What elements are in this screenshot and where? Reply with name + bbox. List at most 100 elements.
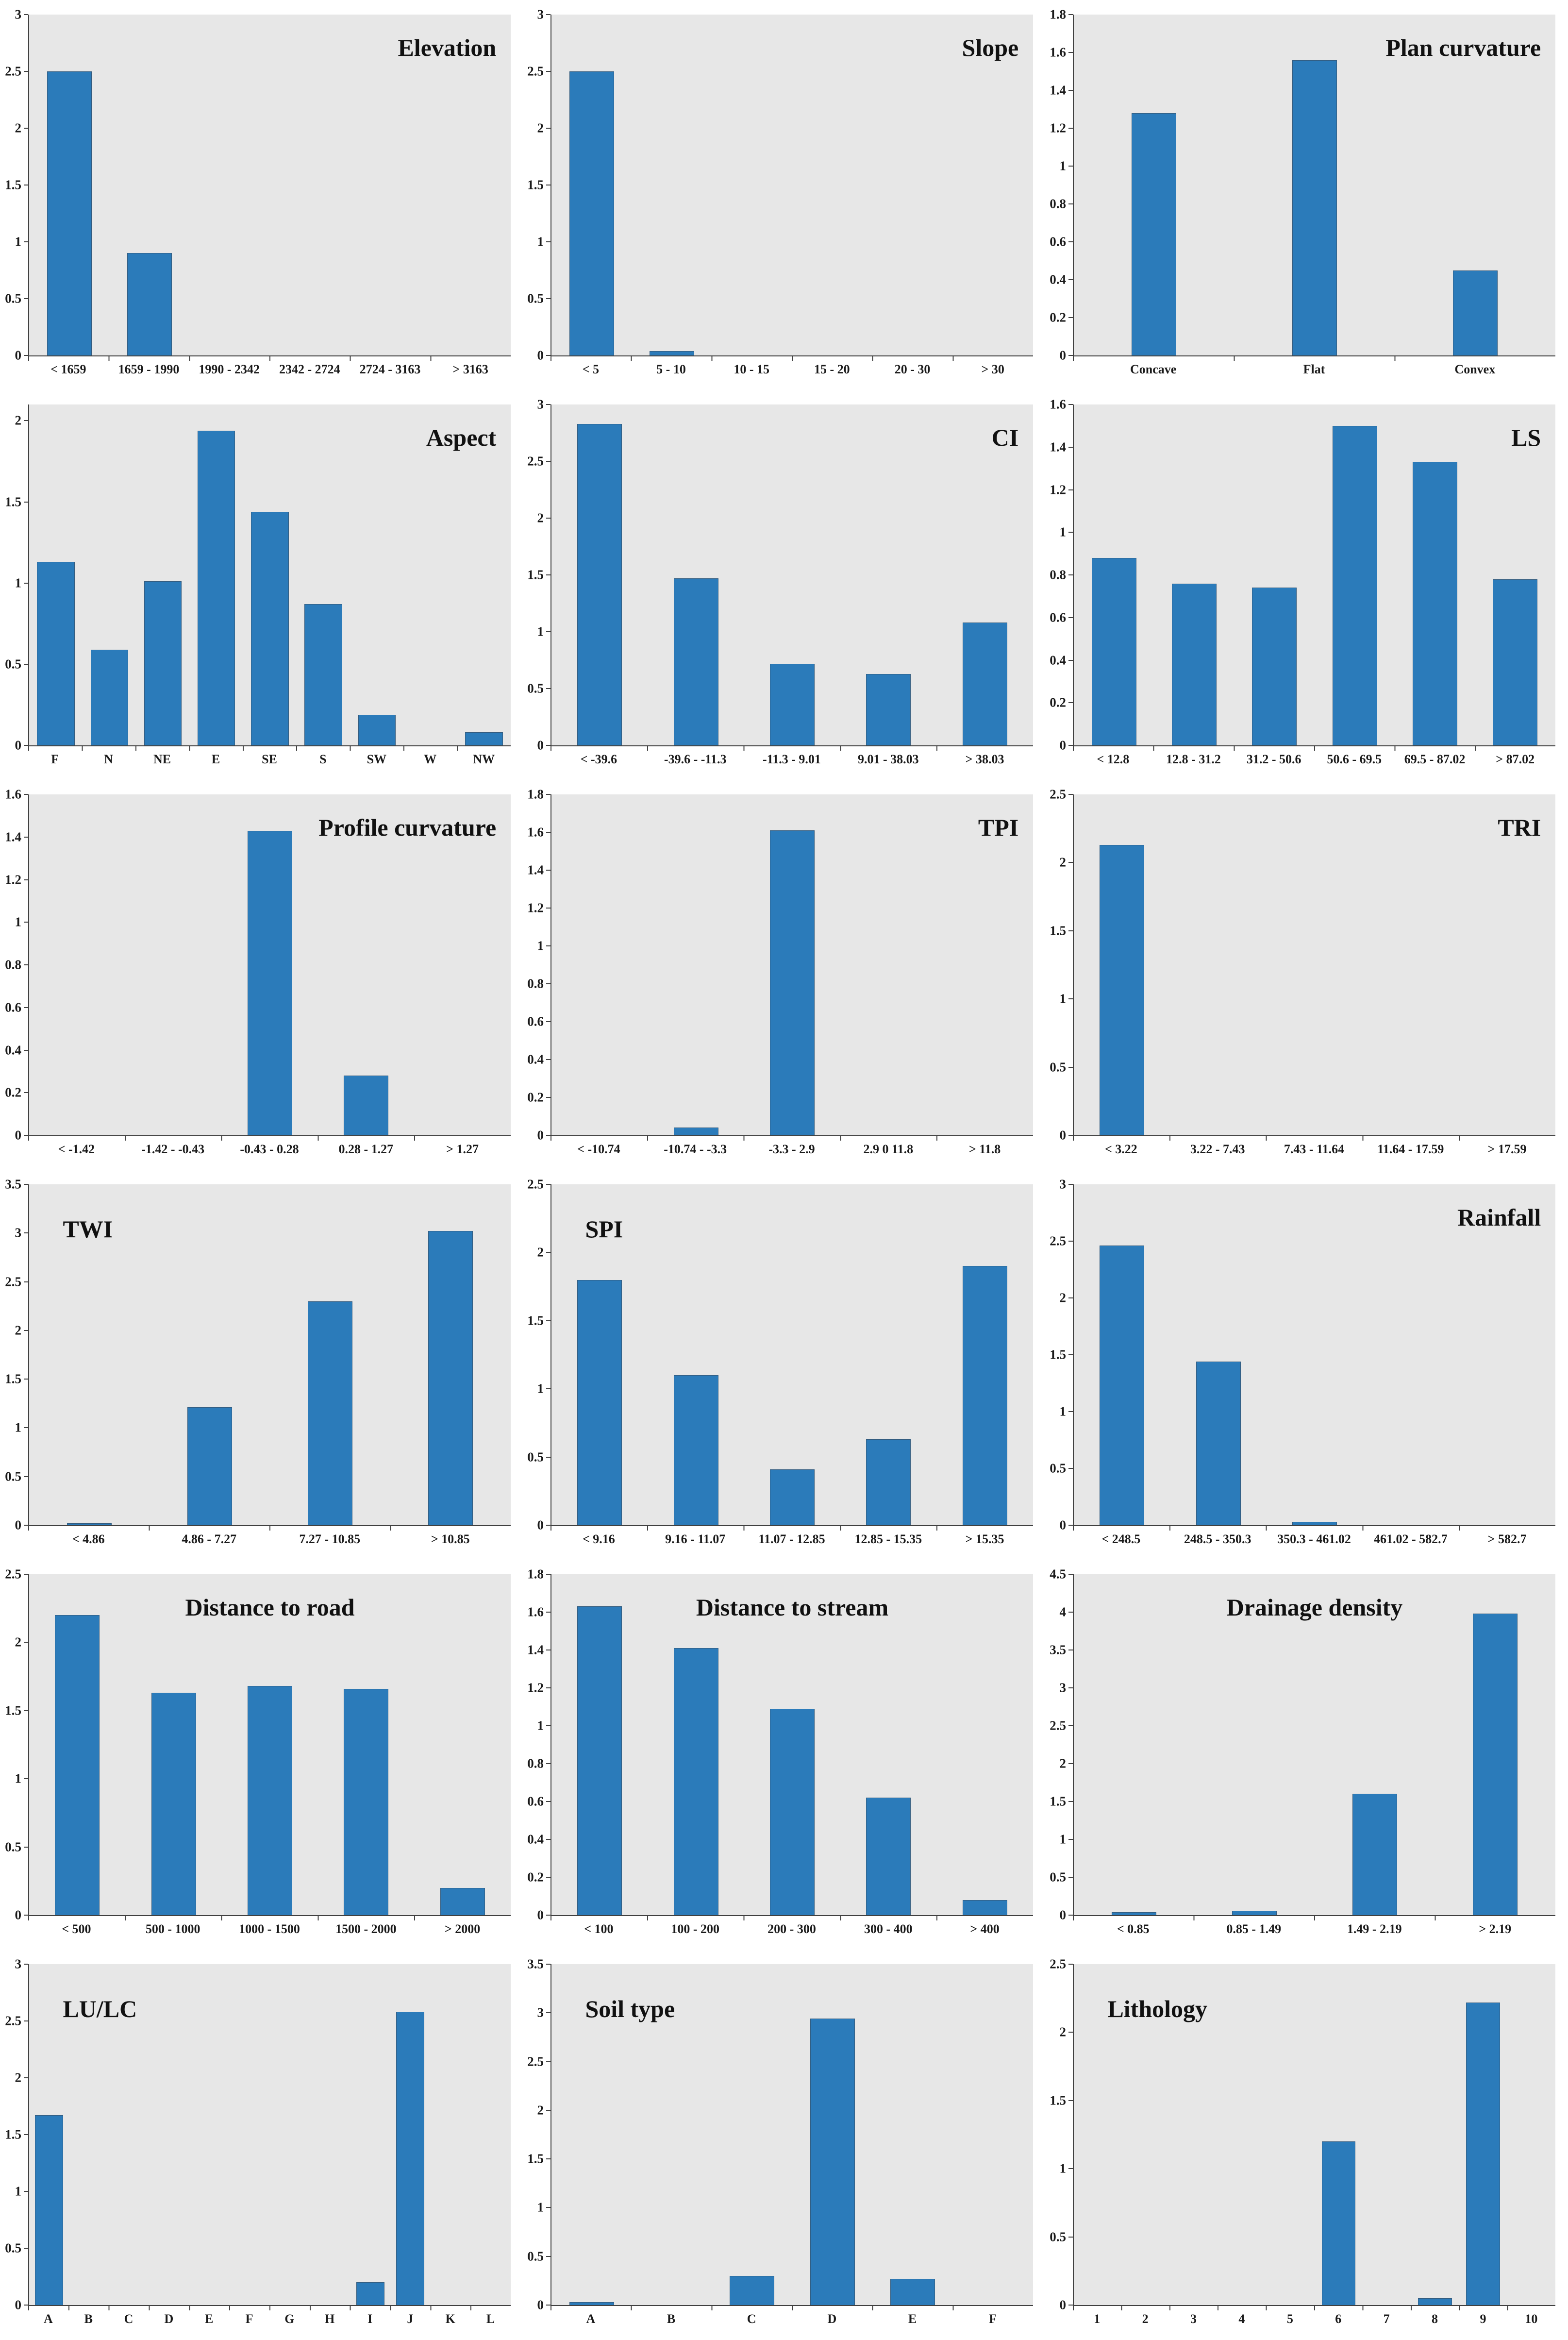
y-tick-label: 0.8 xyxy=(5,957,21,972)
plot-area: TPI xyxy=(550,794,1033,1136)
bar-slot xyxy=(29,404,83,745)
x-axis-ticks xyxy=(28,1916,511,1920)
y-tick-mark xyxy=(1068,1877,1073,1878)
y-tick-label: 1.2 xyxy=(527,900,544,915)
bar xyxy=(1196,1362,1241,1525)
y-tick-label: 2 xyxy=(537,2103,544,2118)
bar xyxy=(866,673,911,745)
x-category-label: D xyxy=(827,2312,837,2326)
bar-slot xyxy=(872,15,952,355)
bar xyxy=(962,623,1007,745)
bar-slot xyxy=(648,794,744,1135)
x-axis-labels: < 5 5 - 10 10 - 15 15 - 20 20 - 30 > 30 xyxy=(550,361,1033,377)
y-tick-mark xyxy=(546,2061,550,2062)
x-category-label: NE xyxy=(153,752,171,766)
y-tick-mark xyxy=(24,1525,28,1526)
y-tick-mark xyxy=(546,908,550,909)
x-category-label: 15 - 20 xyxy=(814,362,850,376)
y-tick-label: 1.4 xyxy=(5,829,21,844)
bar-slot xyxy=(744,1574,840,1915)
x-axis-labels: A B C D E F G H I J K L xyxy=(28,2310,511,2326)
y-tick-mark xyxy=(1068,659,1073,661)
bar-slot xyxy=(872,1964,952,2305)
bars-row xyxy=(1074,15,1555,355)
x-category-label: L xyxy=(486,2312,495,2326)
x-axis-labels: < -1.42 -1.42 - -0.43 -0.43 - 0.28 0.28 - 1… xyxy=(28,1141,511,1157)
y-tick-label: 1.5 xyxy=(1050,2093,1066,2108)
x-category-label: 1 xyxy=(1094,2312,1101,2326)
plot-area: Drainage density xyxy=(1073,1574,1555,1916)
y-tick-mark xyxy=(1068,1725,1073,1726)
y-tick-mark xyxy=(1068,1687,1073,1688)
y-tick-label: 1.2 xyxy=(1050,482,1066,497)
bar xyxy=(428,1231,473,1525)
y-tick-label: 2 xyxy=(15,413,22,428)
y-tick-mark xyxy=(1068,1468,1073,1469)
y-tick-mark xyxy=(24,1915,28,1916)
y-tick-mark xyxy=(1068,930,1073,931)
y-tick-mark xyxy=(1068,1525,1073,1526)
x-category-label: J xyxy=(407,2312,414,2326)
y-tick-label: 1 xyxy=(537,624,544,639)
y-tick-mark xyxy=(546,71,550,72)
x-category-label: > 400 xyxy=(970,1922,1000,1936)
chart-title: Drainage density xyxy=(1226,1593,1403,1621)
y-tick-label: 0.4 xyxy=(527,1832,544,1847)
y-tick-label: 1 xyxy=(15,1771,22,1786)
x-category-label: -0.43 - 0.28 xyxy=(240,1142,299,1156)
y-tick-label: 1 xyxy=(15,1420,22,1435)
bar-slot xyxy=(150,1964,190,2305)
bar-slot xyxy=(318,794,414,1135)
y-tick-label: 1 xyxy=(1059,991,1067,1006)
y-tick-label: 0.6 xyxy=(5,1000,21,1015)
bar-slot xyxy=(1170,794,1266,1135)
x-category-label: < 500 xyxy=(62,1922,91,1936)
x-category-label: -3.3 - 2.9 xyxy=(768,1142,815,1156)
bar-slot xyxy=(243,404,297,745)
y-tick-mark xyxy=(546,14,550,15)
y-axis: 0 0.5 1 1.5 2 2.5 3 3.5 xyxy=(3,1178,28,1532)
x-axis-labels: < 4.86 4.86 - 7.27 7.27 - 10.85 > 10.85 xyxy=(28,1531,511,1547)
bars-row xyxy=(29,794,511,1135)
y-tick-label: 1.4 xyxy=(1050,439,1066,455)
bar-slot xyxy=(270,1184,390,1525)
bar-slot xyxy=(632,15,712,355)
x-category-label: Convex xyxy=(1454,362,1496,376)
y-tick-label: 3 xyxy=(15,1956,22,1971)
bar-slot xyxy=(1267,1184,1363,1525)
y-tick-mark xyxy=(24,879,28,880)
y-tick-mark xyxy=(24,1184,28,1185)
bar xyxy=(770,663,815,745)
y-axis: 0 0.5 1 1.5 2 2.5 xyxy=(525,1178,550,1532)
bar-slot xyxy=(390,1184,511,1525)
y-tick-mark xyxy=(546,518,550,519)
y-tick-mark xyxy=(24,2305,28,2306)
y-tick-mark xyxy=(546,745,550,746)
bar-slot xyxy=(390,1964,431,2305)
bar-slot xyxy=(1267,1964,1315,2305)
y-axis: 0 0.5 1 1.5 2 2.5 xyxy=(1048,788,1073,1142)
bar-slot xyxy=(222,794,318,1135)
x-category-label: > 2.19 xyxy=(1479,1922,1512,1936)
bar xyxy=(770,830,815,1135)
y-tick-label: 1 xyxy=(537,1718,544,1733)
y-tick-mark xyxy=(546,1021,550,1022)
y-tick-label: 1.4 xyxy=(527,1642,544,1657)
y-tick-mark xyxy=(1068,532,1073,533)
bar-slot xyxy=(29,794,125,1135)
x-category-label: C xyxy=(747,2312,756,2326)
y-tick-mark xyxy=(546,1763,550,1765)
y-tick-label: 0.2 xyxy=(1050,695,1066,710)
y-tick-mark xyxy=(546,355,550,356)
chart-drainage-density: 0 0.5 1 1.5 2 2.5 3 3.5 4 4.5 Drainage density < 0.… xyxy=(1045,1560,1567,1950)
x-category-label: 6 xyxy=(1335,2312,1342,2326)
y-axis: 0 0.5 1 1.5 2 2.5 3 3.5 xyxy=(525,1957,550,2311)
x-category-label: < 9.16 xyxy=(582,1532,615,1546)
y-tick-mark xyxy=(546,241,550,242)
x-category-label: 461.02 - 582.7 xyxy=(1373,1532,1448,1546)
bar xyxy=(962,1900,1007,1915)
y-tick-label: 2 xyxy=(15,2070,22,2085)
x-axis-labels: < 500 500 - 1000 1000 - 1500 1500 - 2000 > 2… xyxy=(28,1920,511,1936)
x-category-label: 50.6 - 69.5 xyxy=(1327,752,1382,766)
x-axis-labels: < 248.5 248.5 - 350.3 350.3 - 461.02 461.02… xyxy=(1073,1531,1555,1547)
